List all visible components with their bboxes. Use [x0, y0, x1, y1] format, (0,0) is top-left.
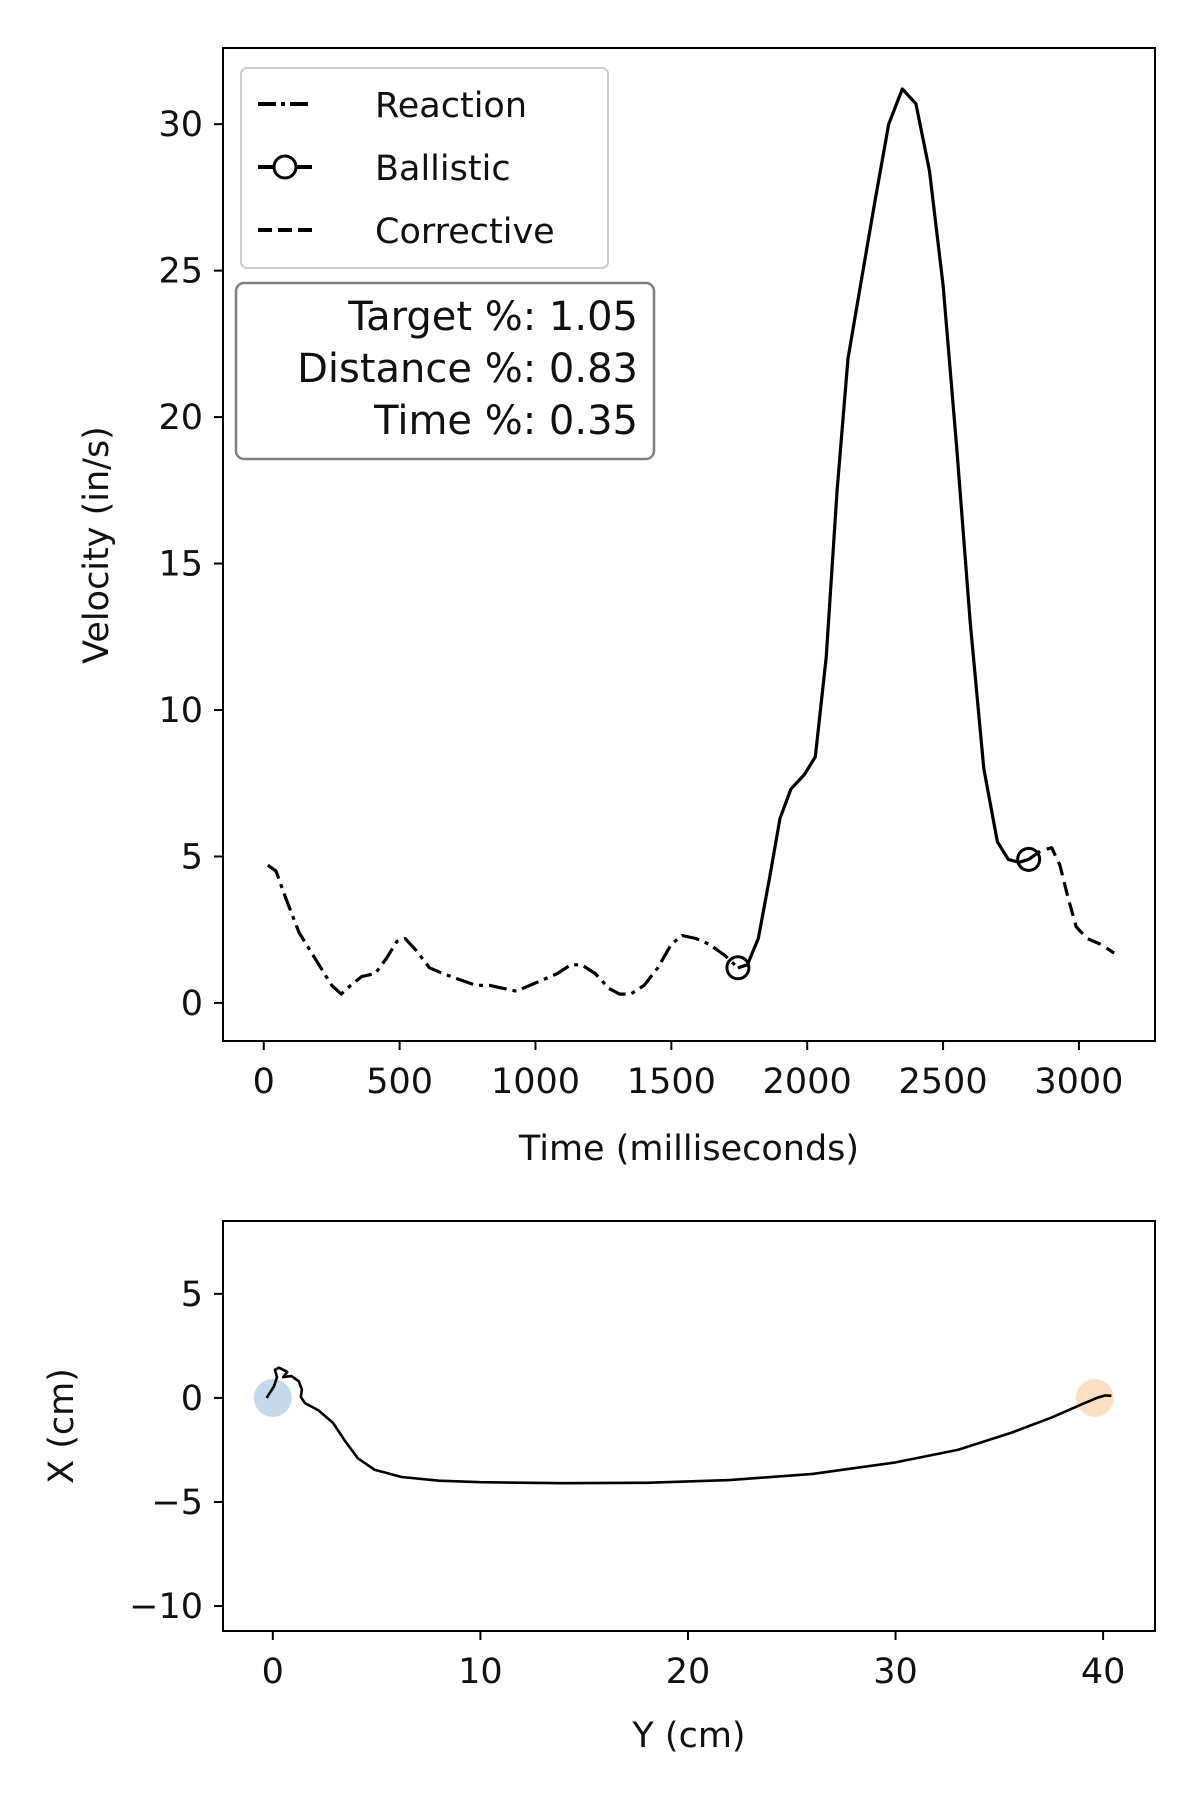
start-target-marker — [253, 1378, 292, 1417]
velocity-x-tick-label: 1000 — [491, 1062, 580, 1102]
trajectory-x-tick-label: 30 — [873, 1652, 918, 1692]
velocity-y-tick-label: 0 — [181, 984, 203, 1024]
velocity-x-tick-label: 500 — [366, 1062, 433, 1102]
velocity-y-tick-label: 15 — [158, 545, 203, 585]
velocity-y-tick-label: 25 — [158, 252, 203, 292]
velocity-y-tick-label: 20 — [158, 398, 203, 438]
trajectory-y-tick-label: −5 — [151, 1483, 203, 1523]
velocity-y-axis-label: Velocity (in/s) — [77, 426, 117, 664]
velocity-x-tick-label: 2000 — [763, 1062, 852, 1102]
stats-annotation: Target %: 1.05 Distance %: 0.83 Time %: … — [234, 281, 656, 461]
velocity-x-tick-label: 3000 — [1034, 1062, 1123, 1102]
trajectory-x-tick-label: 20 — [666, 1652, 711, 1692]
series-line-ballistic — [737, 87, 1030, 970]
legend-marker-ballistic — [272, 154, 298, 180]
trajectory-y-tick-label: 5 — [181, 1275, 203, 1315]
trajectory-x-tick-label: 40 — [1081, 1652, 1126, 1692]
trajectory-plot-frame — [222, 1220, 1156, 1632]
velocity-y-tick-label: 30 — [158, 105, 203, 145]
trajectory-y-axis-label: X (cm) — [42, 1368, 82, 1484]
series-line-corrective — [1027, 846, 1116, 955]
velocity-y-tick-label: 5 — [181, 837, 203, 877]
trajectory-y-tick-label: 0 — [181, 1379, 203, 1419]
ballistic-boundary-marker — [1016, 846, 1042, 872]
trajectory-path — [265, 1366, 1112, 1485]
legend-box — [240, 67, 609, 269]
series-line-reaction — [266, 863, 740, 996]
distance-percent-text: Distance %: 0.83 — [297, 346, 638, 392]
velocity-x-tick-label: 1500 — [627, 1062, 716, 1102]
legend-label-ballistic: Ballistic — [375, 149, 511, 189]
trajectory-x-tick-label: 0 — [262, 1652, 284, 1692]
trajectory-chart: 0 10 20 30 40 50−5−10 Y (cm) X (cm) — [42, 1220, 1156, 1756]
velocity-x-tick-label: 2500 — [899, 1062, 988, 1102]
stats-annotation-box — [234, 281, 656, 461]
trajectory-y-tick-label: −10 — [129, 1587, 203, 1627]
trajectory-x-axis-label: Y (cm) — [631, 1716, 745, 1756]
velocity-plot-frame — [222, 47, 1156, 1042]
ballistic-boundary-marker — [725, 955, 751, 981]
target-percent-text: Target %: 1.05 — [347, 294, 638, 340]
legend: Reaction Ballistic Corrective — [240, 67, 609, 269]
velocity-y-tick-label: 10 — [158, 691, 203, 731]
time-percent-text: Time %: 0.35 — [373, 398, 638, 444]
trajectory-x-tick-label: 10 — [458, 1652, 503, 1692]
velocity-x-tick-label: 0 — [253, 1062, 275, 1102]
legend-label-corrective: Corrective — [375, 212, 555, 252]
velocity-x-axis-label: Time (milliseconds) — [518, 1129, 859, 1169]
velocity-chart: 0 500 1000 1500 2000 2500 3000 0 5 10 15 20 25 30 Ti… — [77, 47, 1156, 1169]
legend-label-reaction: Reaction — [375, 86, 527, 126]
